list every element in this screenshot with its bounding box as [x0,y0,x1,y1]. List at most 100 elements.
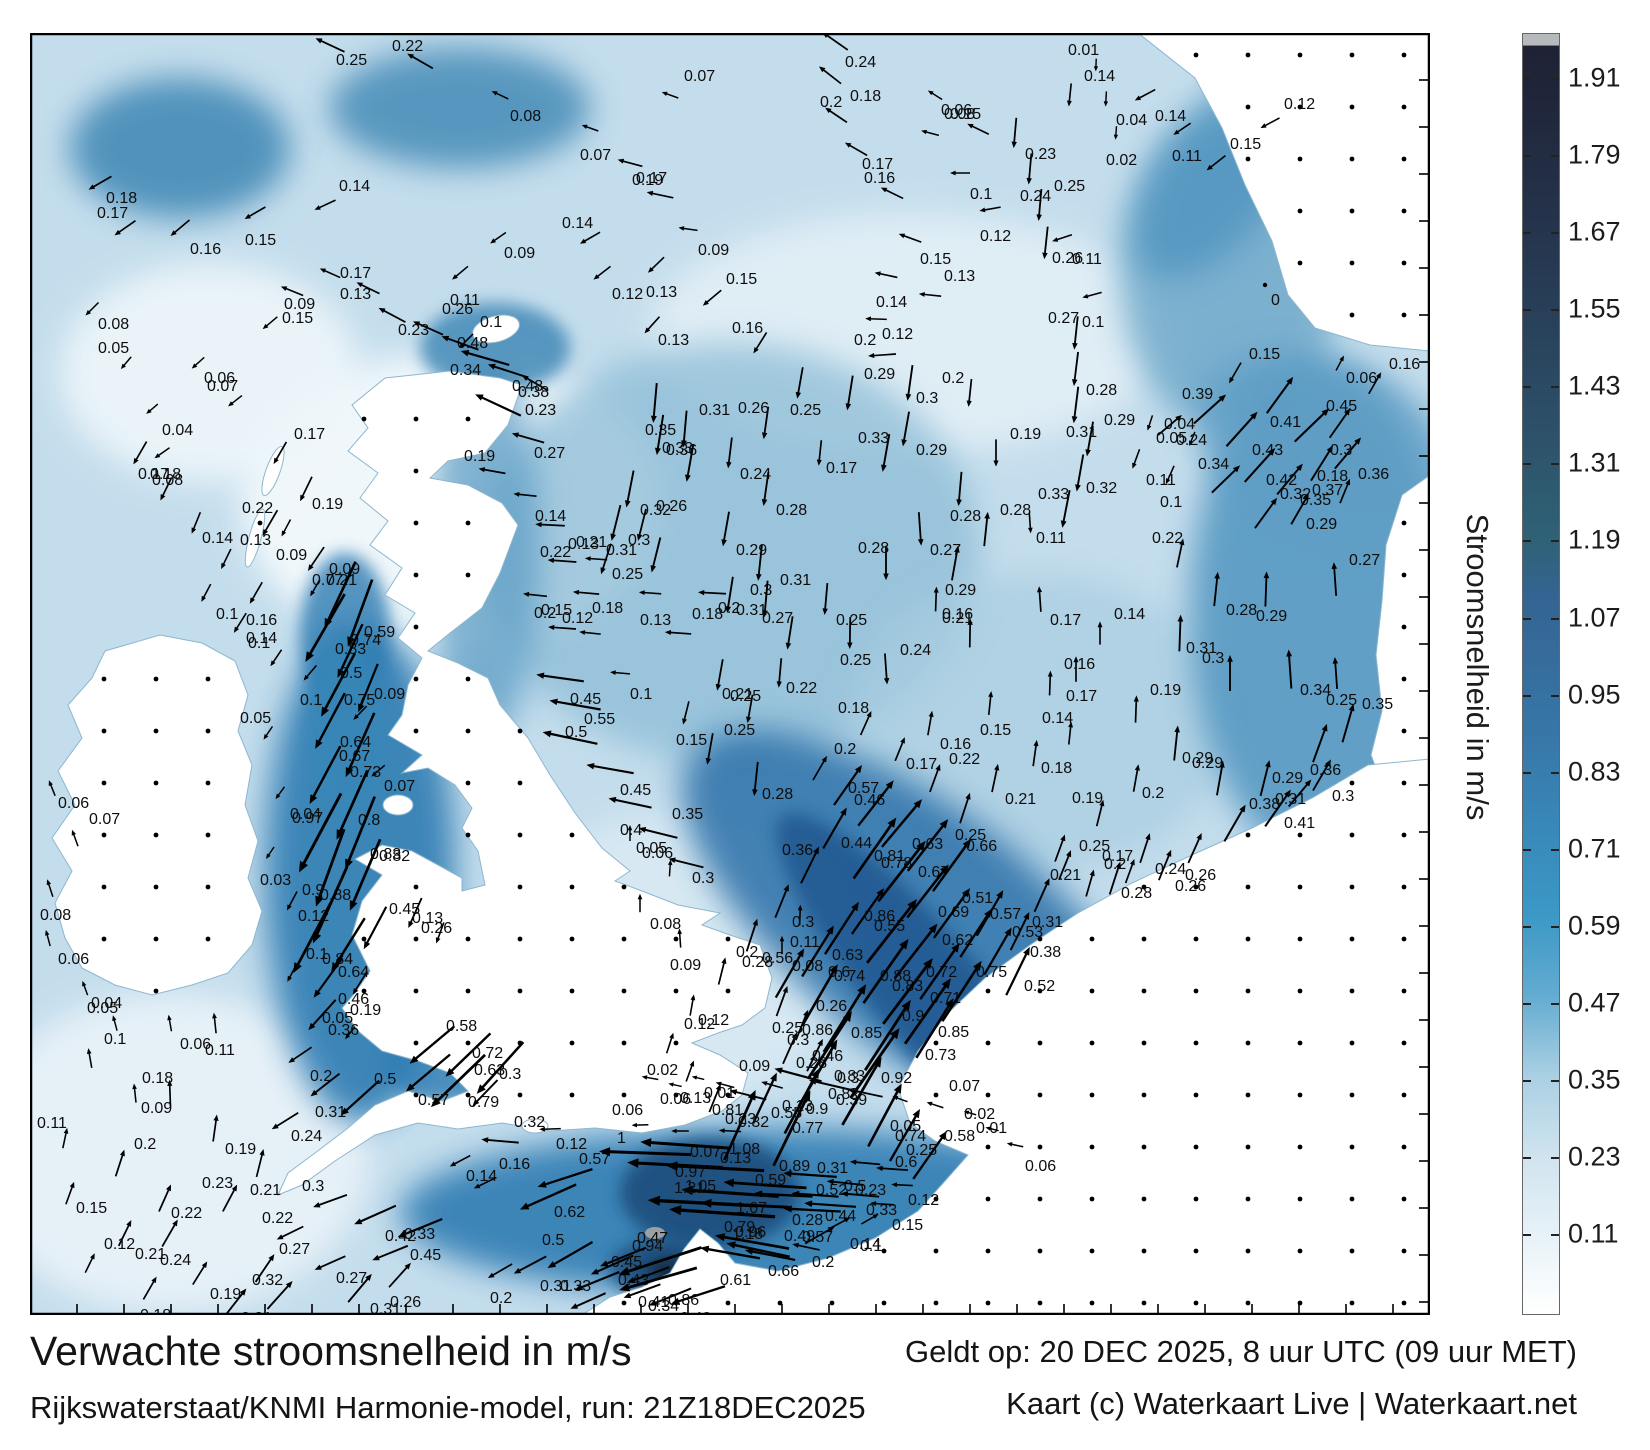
current-vector: 0.82 [349,838,410,911]
current-arrow-head [539,1126,546,1132]
current-vector: 0.25 [600,543,643,583]
current-vector: 0.15 [676,701,707,749]
current-value-label: 0.41 [1270,414,1301,431]
current-arrow-head [472,1099,480,1106]
current-value-label: 0.14 [1114,606,1145,623]
current-vector: 0.08 [921,106,975,137]
current-arrow-shaft [338,623,364,673]
current-value-label: 0.81 [712,1102,743,1119]
current-arrow-shaft [1013,117,1018,144]
current-arrow-shaft [416,322,444,336]
current-arrow-head [405,1083,415,1092]
current-vector: 0.25 [790,367,821,419]
land-grid-dot [1141,1144,1147,1150]
current-arrow-shaft [722,511,730,542]
current-arrow-head [1196,833,1202,841]
current-vector: 0.01 [1068,42,1099,72]
current-arrow-shaft [878,272,898,279]
current-vector: 0.32 [481,1114,545,1144]
current-vector: 0.5 [340,1071,396,1116]
current-vector: 0.13 [319,268,371,303]
current-value-label: 0.1 [970,186,992,203]
current-value-label: 0.05 [87,1000,118,1017]
current-value-label: 0.58 [446,1018,477,1035]
current-arrow-shaft [323,652,357,712]
current-arrow-head [1006,1142,1013,1147]
current-arrow-shaft [646,316,661,331]
current-value-label: 0.18 [1041,760,1072,777]
current-vector: 0.21 [1050,834,1081,884]
current-value-label: 0.06 [642,845,673,862]
current-arrow-shaft [1288,654,1293,689]
current-value-label: 0.3 [499,1066,521,1083]
current-value-label: 0.21 [135,1246,166,1263]
land-grid-dot [1349,1040,1355,1046]
current-vector: 0.05 [240,710,274,740]
current-arrow-shaft [168,1084,172,1107]
current-vector: 0.1 [610,670,652,703]
current-arrow-head [593,274,600,280]
current-value-label: 0.73 [925,1047,956,1064]
land-grid-dot [673,988,679,994]
current-arrow-head [899,938,909,950]
current-value-label: 0.18 [692,606,723,623]
current-vector: 0.02 [1106,126,1137,169]
current-arrow-shaft [968,378,973,403]
current-value-label: 0.63 [832,947,863,964]
current-arrow-head [445,1067,455,1077]
current-value-label: 0.15 [920,251,951,268]
current-arrow-shaft [142,1279,156,1300]
current-arrow-shaft [907,365,914,397]
land-grid-dot [465,988,471,994]
current-vector: 1 [599,1130,692,1157]
current-vector: 0.24 [271,1111,322,1145]
current-arrow-shaft [705,1247,761,1260]
current-arrow-head [1004,927,1012,937]
current-arrow-head [956,499,962,507]
current-value-label: 0.09 [504,245,535,262]
current-vector: 0.2 [792,1242,834,1271]
current-vector: 0.51 [962,890,1004,937]
current-arrow-head [1250,411,1258,420]
current-arrow-shaft [1043,226,1049,255]
current-vector: 0.9 [772,1090,828,1167]
current-value-label: 0.22 [262,1210,293,1227]
current-value-label: 0.51 [962,890,993,907]
current-arrow-head [702,300,709,306]
current-arrow-shaft [492,365,529,379]
current-arrow-shaft [1193,397,1223,425]
current-arrow-head [239,1288,247,1296]
current-vector: 0.07 [926,1078,980,1109]
current-arrow-shaft [601,543,612,571]
current-arrow-shaft [1085,291,1102,298]
current-vector: 0.14 [1066,68,1115,107]
current-value-label: 0.28 [950,508,981,525]
current-arrow-head [71,829,76,836]
current-arrow-head [114,229,121,236]
current-arrow-shaft [1133,448,1141,466]
current-vector: 0.63 [823,901,863,964]
current-arrow-head [690,994,696,1001]
current-arrow-head [857,984,867,995]
current-arrow-shaft [672,858,704,869]
current-vector: 0.07 [371,764,415,795]
current-value-label: 0.08 [98,316,129,333]
land-grid-dot [1141,884,1147,890]
current-arrow-head [308,1022,316,1031]
current-arrow-shaft [317,828,346,901]
land-grid-dot [153,676,159,682]
current-vector: 0.04 [82,980,122,1012]
current-value-label: 0.26 [1052,250,1083,267]
current-arrow-head [244,213,251,219]
current-vector: 0.44 [791,1190,856,1225]
current-vector: 0.79 [430,1053,499,1111]
current-vector: 0.16 [933,586,973,623]
current-value-label: 0.2 [534,605,556,622]
current-vector: 0.13 [568,536,608,562]
current-arrow-shaft [705,289,722,304]
current-value-label: 0.25 [1054,178,1085,195]
current-arrow-head [954,545,960,553]
current-arrow-shaft [929,767,940,793]
current-value-label: 0.13 [680,1090,711,1107]
current-arrow-shaft [874,1202,895,1206]
